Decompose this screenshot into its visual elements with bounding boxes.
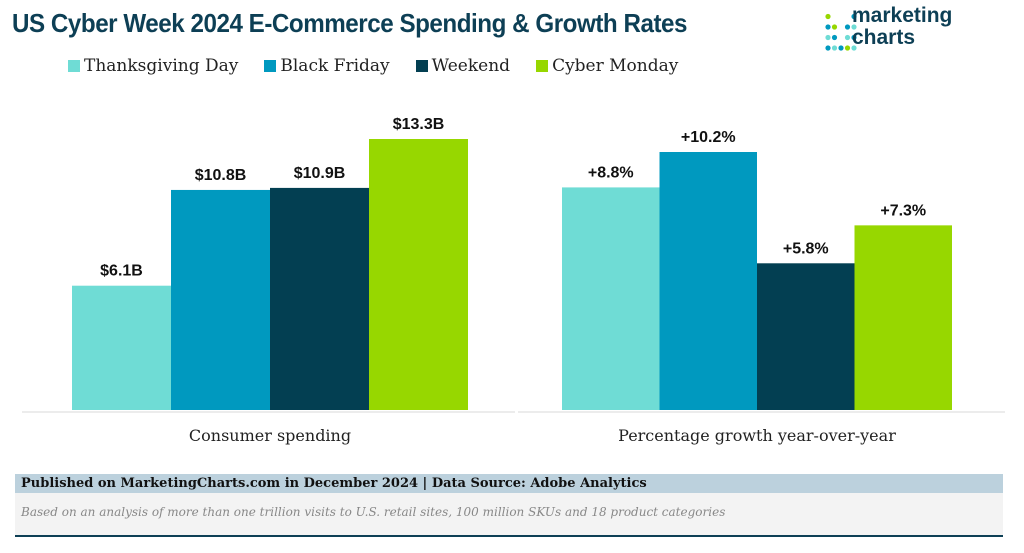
published-note: Published on MarketingCharts.com in Dece… (15, 474, 1003, 493)
data-label: +5.8% (783, 240, 829, 257)
bar (854, 225, 952, 410)
legend-label: Black Friday (280, 56, 390, 76)
legend-label: Weekend (431, 56, 511, 76)
data-label: $13.3B (393, 116, 445, 133)
x-axis-label: Percentage growth year-over-year (618, 426, 896, 445)
logo-text: marketing charts (852, 4, 953, 49)
bar (659, 152, 757, 410)
data-label: +10.2% (681, 129, 736, 146)
legend: Thanksgiving Day Black Friday Weekend Cy… (68, 56, 678, 76)
logo-dots-icon (825, 13, 857, 51)
bar (171, 189, 270, 410)
legend-item: Black Friday (264, 56, 390, 76)
data-label: $6.1B (100, 263, 143, 280)
bar (270, 187, 369, 410)
bar (757, 263, 855, 410)
legend-item: Weekend (415, 56, 511, 76)
legend-swatch (68, 60, 80, 72)
x-axis-label: Consumer spending (189, 426, 351, 445)
source-note: Based on an analysis of more than one tr… (15, 493, 1003, 537)
legend-swatch (415, 60, 428, 72)
data-label: +8.8% (588, 164, 634, 181)
legend-item: Thanksgiving Day (68, 56, 238, 76)
legend-label: Thanksgiving Day (84, 56, 239, 76)
chart-title: US Cyber Week 2024 E-Commerce Spending &… (12, 8, 688, 38)
bar-chart: $6.1B $10.8B $10.9B $13.3B Consumer spending… (22, 116, 1005, 445)
data-label: $10.8B (195, 167, 247, 184)
bar (562, 187, 660, 410)
legend-item: Cyber Monday (536, 56, 678, 76)
data-label: +7.3% (880, 202, 926, 219)
legend-swatch (536, 60, 549, 72)
legend-swatch (264, 60, 277, 72)
bar (72, 285, 171, 410)
data-label: $10.9B (294, 165, 346, 182)
legend-label: Cyber Monday (552, 56, 679, 76)
bar (369, 139, 468, 410)
